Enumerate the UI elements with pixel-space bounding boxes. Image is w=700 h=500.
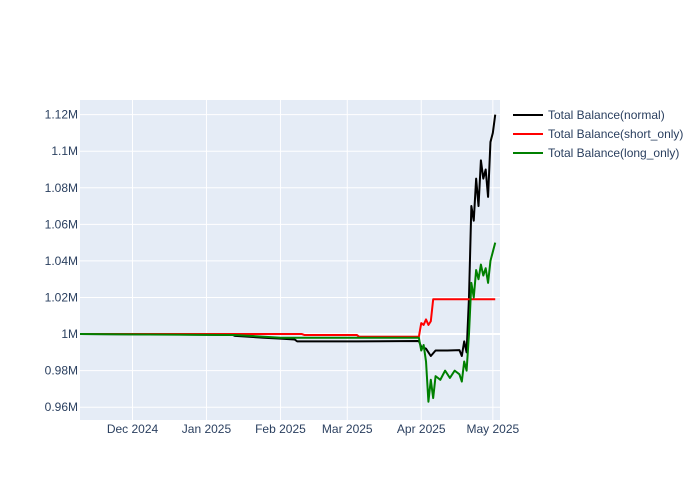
x-tick-label: Mar 2025 [322, 422, 373, 436]
y-tick-label: 1M [61, 327, 78, 341]
y-axis-ticks: 0.96M 0.98M 1M 1.02M 1.04M 1.06M 1.08M 1.1M 1.12… [45, 108, 78, 415]
y-tick-label: 0.96M [45, 400, 78, 414]
y-tick-label: 1.04M [45, 254, 78, 268]
series-line-1 [80, 298, 496, 338]
x-tick-label: Dec 2024 [107, 422, 159, 436]
y-tick-label: 1.1M [51, 144, 78, 158]
x-axis-ticks: Dec 2024 Jan 2025 Feb 2025 Mar 2025 Apr 2025… [107, 422, 520, 436]
x-tick-label: May 2025 [466, 422, 519, 436]
x-tick-label: Feb 2025 [255, 422, 306, 436]
legend-item[interactable]: Total Balance(normal) [513, 108, 665, 122]
series-lines [79, 114, 497, 403]
legend[interactable]: Total Balance(normal) Total Balance(short… [513, 108, 683, 160]
y-tick-label: 1.02M [45, 290, 78, 304]
series-line-2 [79, 242, 497, 403]
legend-label: Total Balance(short_only) [548, 127, 683, 141]
x-tick-label: Apr 2025 [397, 422, 446, 436]
y-tick-label: 1.08M [45, 181, 78, 195]
legend-item[interactable]: Total Balance(long_only) [513, 146, 679, 160]
x-tick-label: Jan 2025 [182, 422, 232, 436]
legend-item[interactable]: Total Balance(short_only) [513, 127, 683, 141]
plot-background [80, 100, 500, 420]
legend-label: Total Balance(long_only) [548, 146, 679, 160]
legend-label: Total Balance(normal) [548, 108, 665, 122]
y-tick-label: 1.06M [45, 217, 78, 231]
y-tick-label: 1.12M [45, 108, 78, 122]
y-tick-label: 0.98M [45, 364, 78, 378]
